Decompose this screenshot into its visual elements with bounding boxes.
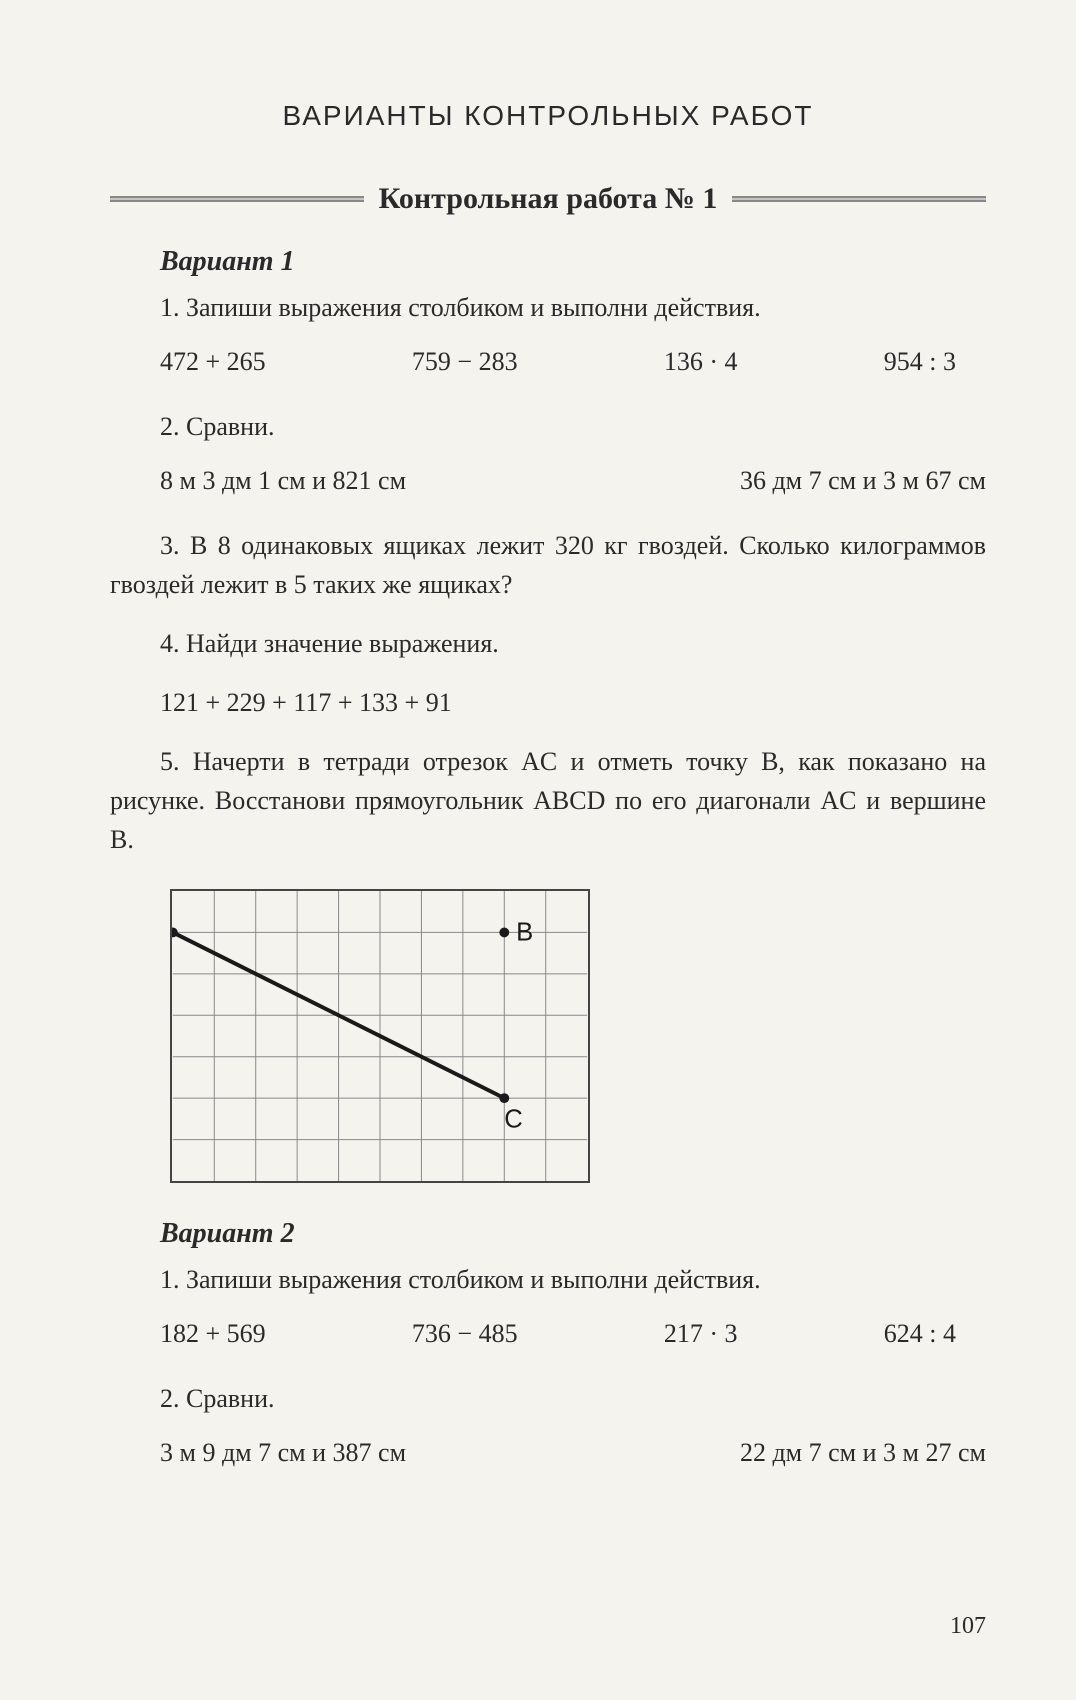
v1-task1-expressions: 472 + 265 759 − 283 136 · 4 954 : 3	[160, 347, 956, 377]
header-line-right	[732, 196, 986, 202]
v1-task4-expr: 121 + 229 + 117 + 133 + 91	[160, 683, 986, 722]
v2-task2-label: 2. Сравни.	[110, 1379, 986, 1418]
v1-task3-text: 3. В 8 одинаковых ящиках лежит 320 кг гв…	[110, 526, 986, 604]
variant1-title: Вариант 1	[160, 246, 986, 278]
geometry-diagram: ABC	[170, 889, 590, 1183]
v1-task1-text: 1. Запиши выражения столбиком и выполни …	[110, 288, 986, 327]
v1-expr-3: 954 : 3	[884, 347, 956, 377]
page-title: ВАРИАНТЫ КОНТРОЛЬНЫХ РАБОТ	[110, 100, 986, 132]
v2-cmp-1: 22 дм 7 см и 3 м 27 см	[740, 1438, 986, 1468]
v2-task1-expressions: 182 + 569 736 − 485 217 · 3 624 : 4	[160, 1319, 956, 1349]
v1-expr-1: 759 − 283	[412, 347, 518, 377]
test-header: Контрольная работа № 1	[110, 182, 986, 216]
v2-expr-2: 217 · 3	[664, 1319, 738, 1349]
v2-task1-text: 1. Запиши выражения столбиком и выполни …	[110, 1260, 986, 1299]
v1-task2-compare: 8 м 3 дм 1 см и 821 см 36 дм 7 см и 3 м …	[160, 466, 986, 496]
variant2-title: Вариант 2	[160, 1218, 986, 1250]
svg-text:C: C	[504, 1106, 523, 1134]
v1-expr-0: 472 + 265	[160, 347, 266, 377]
v2-cmp-0: 3 м 9 дм 7 см и 387 см	[160, 1438, 406, 1468]
v2-expr-1: 736 − 485	[412, 1319, 518, 1349]
svg-text:B: B	[516, 918, 533, 946]
page-number: 107	[950, 1613, 986, 1640]
v1-expr-2: 136 · 4	[664, 347, 738, 377]
header-line-left	[110, 196, 364, 202]
v1-task2-label: 2. Сравни.	[110, 407, 986, 446]
v1-cmp-0: 8 м 3 дм 1 см и 821 см	[160, 466, 406, 496]
diagram-container: ABC	[170, 889, 986, 1188]
v2-expr-0: 182 + 569	[160, 1319, 266, 1349]
test-title: Контрольная работа № 1	[364, 182, 733, 216]
v2-expr-3: 624 : 4	[884, 1319, 956, 1349]
v1-cmp-1: 36 дм 7 см и 3 м 67 см	[740, 466, 986, 496]
v1-task4-label: 4. Найди значение выражения.	[110, 624, 986, 663]
v2-task2-compare: 3 м 9 дм 7 см и 387 см 22 дм 7 см и 3 м …	[160, 1438, 986, 1468]
v1-task5-text: 5. Начерти в тетради отрезок AC и отметь…	[110, 742, 986, 859]
